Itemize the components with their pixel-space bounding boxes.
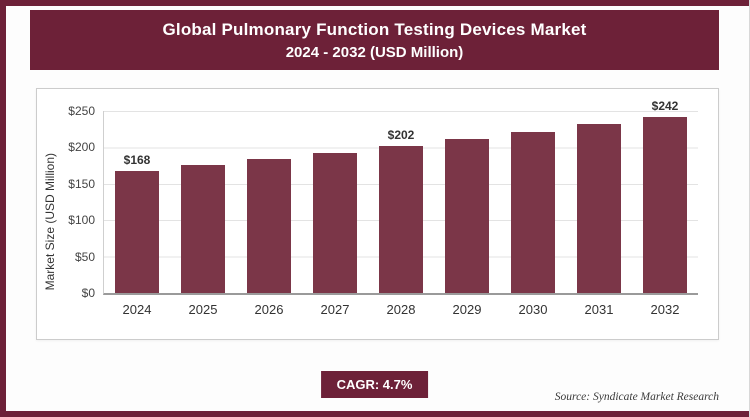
bar-2031 [577,124,621,293]
chart-area: Market Size (USD Million) $0 $50 $100 $150 $… [36,88,719,340]
chart-title-line2: 2024 - 2032 (USD Million) [285,43,464,61]
x-tick-label-2028: 2028 [386,302,416,317]
x-tick-label-2032: 2032 [650,302,680,317]
bar-2029 [445,139,489,293]
y-tick-label: $50 [74,249,95,264]
bar-group-2030 [500,132,566,293]
bottom-accent-strip [0,411,749,417]
bar-group-2032: $242 [632,99,698,293]
y-tick-label: $0 [81,286,95,300]
y-tick-label: $200 [68,140,95,155]
x-tick-label-2027: 2027 [320,302,350,317]
chart-title-banner: Global Pulmonary Function Testing Device… [30,10,719,70]
top-accent-strip [0,0,749,6]
cagr-badge: CAGR: 4.7% [320,371,429,398]
bar-2026 [247,159,291,293]
x-tick-label-2025: 2025 [188,302,218,317]
bar-group-2029 [434,139,500,293]
bar-value-label-2024: $168 [123,152,151,167]
y-tick-label: $250 [68,104,95,118]
bar-group-2024: $168 [104,153,170,293]
bar-2027 [313,152,357,293]
bar-2032 [643,116,687,293]
plot-area: $168 $202 $242 [103,99,698,295]
bar-group-2027 [302,152,368,293]
bar-2030 [511,132,555,293]
plot-row: $0 $50 $100 $150 $200 $250 $168 $202 $242 [59,99,698,300]
source-text: Source: Syndicate Market Research [554,391,719,403]
x-tick-label-2024: 2024 [122,302,152,317]
y-axis-ticks: $0 $50 $100 $150 $200 $250 [59,104,103,300]
bar-2024 [115,170,159,293]
y-tick-label: $150 [68,176,95,191]
bar-group-2028: $202 [368,128,434,293]
x-tick-label-2030: 2030 [518,302,548,317]
bar-2025 [181,164,225,293]
chart-main: $0 $50 $100 $150 $200 $250 $168 $202 $242 2024 2… [59,99,698,333]
x-tick-label-2029: 2029 [452,302,482,317]
chart-footer: CAGR: 4.7% Source: Syndicate Market Rese… [30,371,719,405]
chart-title-line1: Global Pulmonary Function Testing Device… [162,19,587,39]
bar-group-2025 [170,164,236,293]
y-axis-title: Market Size (USD Million) [43,153,57,291]
bar-group-2026 [236,159,302,293]
bar-group-2031 [566,124,632,293]
bar-2028 [379,145,423,293]
bar-value-label-2028: $202 [387,127,415,142]
x-tick-label-2031: 2031 [584,302,614,317]
bar-value-label-2032: $242 [651,98,679,113]
y-tick-label: $100 [68,213,95,228]
x-axis-labels: 2024 2025 2026 2027 2028 2029 2030 2031 2032 [104,295,698,317]
x-tick-label-2026: 2026 [254,302,284,317]
left-accent-strip [0,0,6,417]
